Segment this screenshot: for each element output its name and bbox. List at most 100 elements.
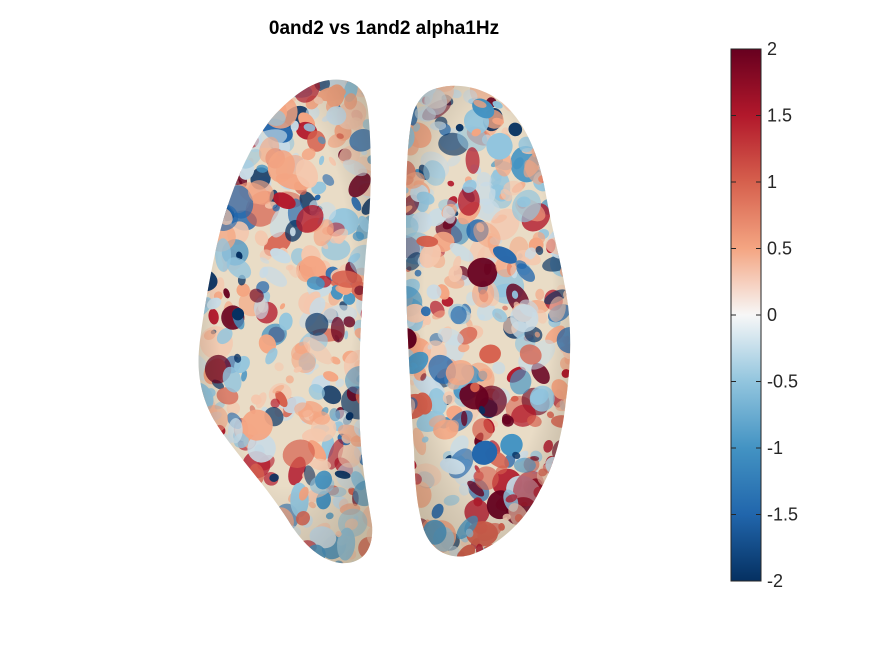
activation-patch <box>198 106 205 116</box>
activation-patch <box>214 176 228 192</box>
activation-patch <box>360 305 373 325</box>
activation-patch <box>564 179 571 186</box>
activation-patch <box>208 503 231 518</box>
activation-patch <box>530 532 549 557</box>
left-hemisphere <box>198 73 373 564</box>
activation-patch <box>215 477 226 490</box>
activation-patch <box>523 537 536 549</box>
colorbar-tick-label: -1 <box>767 438 783 458</box>
activation-patch <box>209 550 221 560</box>
activation-patch <box>556 182 566 198</box>
activation-patch <box>199 528 214 544</box>
activation-patch <box>243 87 263 108</box>
activation-patch <box>361 326 373 344</box>
activation-patch <box>547 135 553 141</box>
activation-patch <box>202 476 217 491</box>
activation-patch <box>225 473 237 486</box>
activation-patch <box>198 535 204 554</box>
activation-patch <box>235 548 252 563</box>
colorbar-ticks: 2 1.5 1 0.5 0 -0.5 -1 -1.5 -2 <box>731 39 798 591</box>
activation-patch <box>239 499 257 511</box>
activation-patch <box>262 507 277 521</box>
activation-patch <box>199 544 206 551</box>
activation-patch <box>218 158 228 177</box>
activation-patch <box>507 533 531 552</box>
activation-patch <box>548 475 558 487</box>
activation-patch <box>547 100 564 115</box>
activation-patch <box>198 79 218 98</box>
activation-patch <box>271 531 282 539</box>
activation-patch <box>537 91 555 110</box>
activation-patch <box>198 120 216 144</box>
activation-patch <box>198 212 216 241</box>
activation-patch <box>267 560 278 564</box>
activation-patch <box>198 485 216 504</box>
activation-patch <box>551 143 571 163</box>
activation-patch <box>198 424 214 445</box>
activation-patch <box>514 85 530 92</box>
activation-patch <box>198 552 213 564</box>
activation-patch <box>241 487 251 495</box>
activation-patch <box>246 545 257 551</box>
activation-patch <box>363 381 372 387</box>
activation-patch <box>554 528 571 550</box>
activation-patch <box>229 468 249 496</box>
activation-patch <box>198 135 216 152</box>
activation-patch <box>198 397 199 403</box>
activation-patch <box>558 173 571 197</box>
activation-patch <box>290 79 319 86</box>
activation-patch <box>540 492 558 511</box>
activation-patch <box>558 204 571 223</box>
activation-patch <box>205 461 224 486</box>
colorbar-tick-label: 0 <box>767 305 777 325</box>
activation-patch <box>518 549 530 557</box>
activation-patch <box>248 123 258 134</box>
colorbar-tick-label: -0.5 <box>767 372 798 392</box>
activation-patch <box>255 491 266 508</box>
activation-patch <box>198 221 209 237</box>
activation-patch <box>198 402 205 427</box>
activation-patch <box>216 79 241 104</box>
activation-patch <box>213 517 224 526</box>
activation-patch <box>261 496 266 504</box>
activation-patch <box>221 110 233 125</box>
activation-patch <box>359 398 373 416</box>
right-hemisphere <box>406 85 571 557</box>
activation-patch <box>210 127 229 150</box>
activation-patch <box>243 485 264 511</box>
activation-patch <box>239 514 254 533</box>
activation-patch <box>198 426 212 445</box>
activation-patch <box>223 488 247 506</box>
activation-patch <box>277 557 287 564</box>
activation-patch <box>531 547 546 557</box>
activation-patch <box>360 385 373 404</box>
activation-patch <box>198 208 209 231</box>
activation-patch <box>406 532 420 547</box>
activation-patch <box>218 127 227 142</box>
colorbar-tick-label: -1.5 <box>767 505 798 525</box>
activation-patch <box>265 533 287 556</box>
activation-patch <box>531 85 553 109</box>
colorbar-tick-label: -2 <box>767 571 783 591</box>
activation-patch <box>239 484 250 494</box>
activation-patch <box>543 150 571 169</box>
activation-patch <box>205 229 216 239</box>
activation-patch <box>198 96 223 120</box>
activation-patch <box>199 514 208 521</box>
activation-patch <box>198 539 211 557</box>
activation-patch <box>538 518 560 542</box>
activation-patch <box>361 320 373 347</box>
activation-patch <box>549 98 571 120</box>
activation-patch <box>547 505 571 527</box>
activation-patch <box>527 546 558 557</box>
colorbar-tick-label: 1 <box>767 172 777 192</box>
activation-patch <box>556 474 569 488</box>
activation-patch <box>235 139 245 150</box>
activation-patch <box>556 540 564 550</box>
activation-patch <box>208 126 226 146</box>
activation-patch <box>223 73 233 79</box>
activation-patch <box>298 79 310 84</box>
activation-patch <box>226 549 252 564</box>
activation-patch <box>556 93 567 99</box>
activation-patch <box>535 533 549 548</box>
